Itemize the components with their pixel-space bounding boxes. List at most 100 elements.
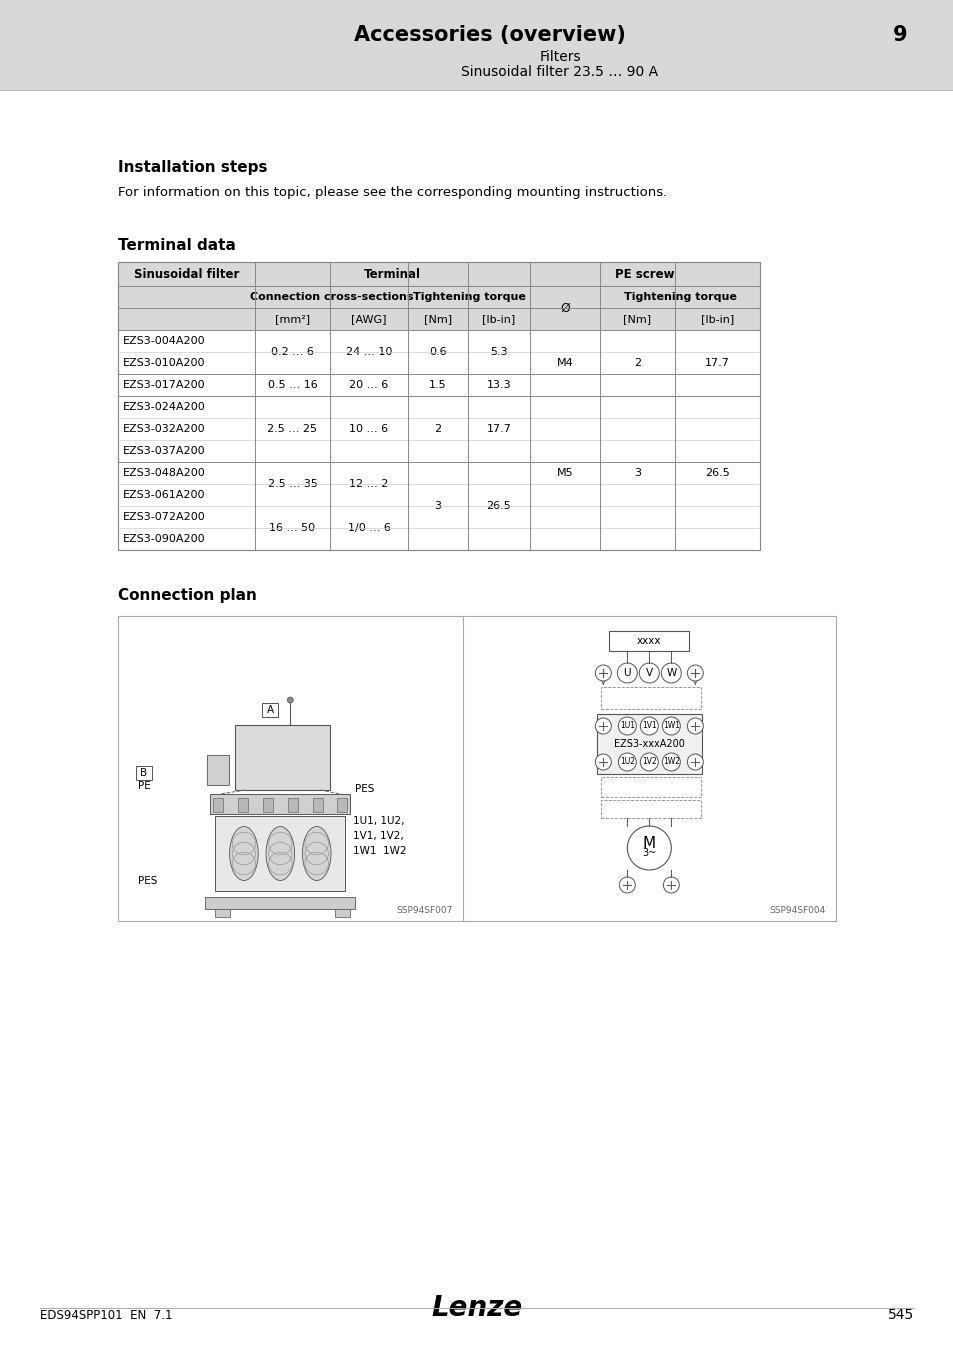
- Circle shape: [639, 717, 658, 734]
- Bar: [207, 755, 229, 784]
- Bar: [609, 630, 689, 651]
- Bar: [600, 778, 700, 796]
- Text: 1V2: 1V2: [641, 757, 656, 767]
- Bar: [288, 798, 297, 811]
- Text: 0.5 … 16: 0.5 … 16: [268, 379, 317, 390]
- Text: 0.6: 0.6: [429, 347, 446, 356]
- Bar: [118, 262, 254, 286]
- Bar: [118, 485, 254, 506]
- Text: 16 … 50: 16 … 50: [269, 522, 315, 533]
- Bar: [675, 418, 760, 440]
- Text: 20 … 6: 20 … 6: [349, 379, 388, 390]
- Text: 17.7: 17.7: [704, 358, 729, 369]
- Bar: [468, 396, 530, 418]
- Bar: [330, 308, 408, 329]
- Bar: [408, 485, 468, 506]
- Text: 13.3: 13.3: [486, 379, 511, 390]
- Text: Filters: Filters: [538, 50, 580, 63]
- Text: [lb-in]: [lb-in]: [700, 315, 734, 324]
- Text: EZS3-017A200: EZS3-017A200: [123, 379, 206, 390]
- Text: Sinusoidal filter 23.5 … 90 A: Sinusoidal filter 23.5 … 90 A: [461, 65, 658, 80]
- Bar: [330, 352, 408, 374]
- Bar: [675, 485, 760, 506]
- Bar: [118, 528, 254, 549]
- Bar: [254, 329, 330, 352]
- Text: Terminal: Terminal: [364, 267, 420, 281]
- Bar: [254, 418, 330, 440]
- Text: M5: M5: [557, 468, 573, 478]
- Bar: [468, 485, 530, 506]
- Bar: [468, 506, 530, 528]
- Bar: [210, 794, 350, 814]
- Bar: [408, 462, 468, 485]
- Text: Installation steps: Installation steps: [118, 161, 267, 176]
- Circle shape: [618, 878, 635, 892]
- Bar: [408, 374, 468, 396]
- Bar: [313, 798, 322, 811]
- Text: Tightening torque: Tightening torque: [623, 292, 736, 302]
- Text: A: A: [267, 705, 274, 716]
- Bar: [330, 374, 408, 396]
- Bar: [408, 528, 468, 549]
- Bar: [215, 815, 345, 891]
- Text: [mm²]: [mm²]: [274, 315, 310, 324]
- Bar: [215, 909, 230, 917]
- Text: [Nm]: [Nm]: [423, 315, 452, 324]
- Text: 0.2 … 6: 0.2 … 6: [271, 347, 314, 356]
- Bar: [408, 329, 468, 352]
- Text: 1U2: 1U2: [619, 757, 634, 767]
- Bar: [468, 308, 530, 329]
- Bar: [330, 462, 408, 485]
- Circle shape: [686, 666, 702, 680]
- Circle shape: [618, 717, 636, 734]
- Circle shape: [686, 755, 702, 770]
- Ellipse shape: [302, 826, 331, 880]
- Bar: [205, 896, 355, 909]
- Bar: [599, 440, 675, 462]
- Text: U: U: [623, 668, 630, 678]
- Bar: [468, 329, 530, 352]
- Bar: [254, 462, 330, 485]
- Circle shape: [287, 697, 293, 703]
- Bar: [408, 418, 468, 440]
- Text: 3~: 3~: [641, 848, 656, 859]
- Bar: [118, 262, 760, 549]
- Text: EZS3-061A200: EZS3-061A200: [123, 490, 205, 500]
- Text: B: B: [140, 768, 148, 778]
- Bar: [254, 308, 330, 329]
- Bar: [468, 440, 530, 462]
- Bar: [675, 462, 760, 485]
- Bar: [530, 396, 599, 418]
- Bar: [337, 798, 347, 811]
- Bar: [238, 798, 248, 811]
- Bar: [254, 506, 330, 528]
- Bar: [675, 374, 760, 396]
- Circle shape: [639, 663, 659, 683]
- Bar: [599, 352, 675, 374]
- Text: [lb-in]: [lb-in]: [482, 315, 515, 324]
- Text: EZS3-024A200: EZS3-024A200: [123, 402, 206, 412]
- Bar: [118, 396, 254, 418]
- Bar: [330, 329, 408, 352]
- Text: PE screw: PE screw: [615, 267, 674, 281]
- Text: Connection cross-sections: Connection cross-sections: [250, 292, 413, 302]
- Text: 12 … 2: 12 … 2: [349, 479, 388, 489]
- Bar: [254, 396, 330, 418]
- Text: Connection plan: Connection plan: [118, 589, 256, 603]
- Circle shape: [617, 663, 637, 683]
- Bar: [118, 352, 254, 374]
- Text: SSP94SF004: SSP94SF004: [769, 906, 825, 915]
- Bar: [254, 286, 408, 308]
- Text: 10 … 6: 10 … 6: [349, 424, 388, 433]
- Bar: [118, 506, 254, 528]
- Text: Sinusoidal filter: Sinusoidal filter: [133, 267, 239, 281]
- Text: 1U1: 1U1: [619, 721, 634, 730]
- Bar: [597, 714, 701, 774]
- Bar: [530, 485, 599, 506]
- Bar: [599, 308, 675, 329]
- Text: EZS3-032A200: EZS3-032A200: [123, 424, 206, 433]
- Text: EZS3-090A200: EZS3-090A200: [123, 535, 206, 544]
- Bar: [675, 308, 760, 329]
- Text: xxxx: xxxx: [637, 636, 660, 647]
- Ellipse shape: [230, 826, 258, 880]
